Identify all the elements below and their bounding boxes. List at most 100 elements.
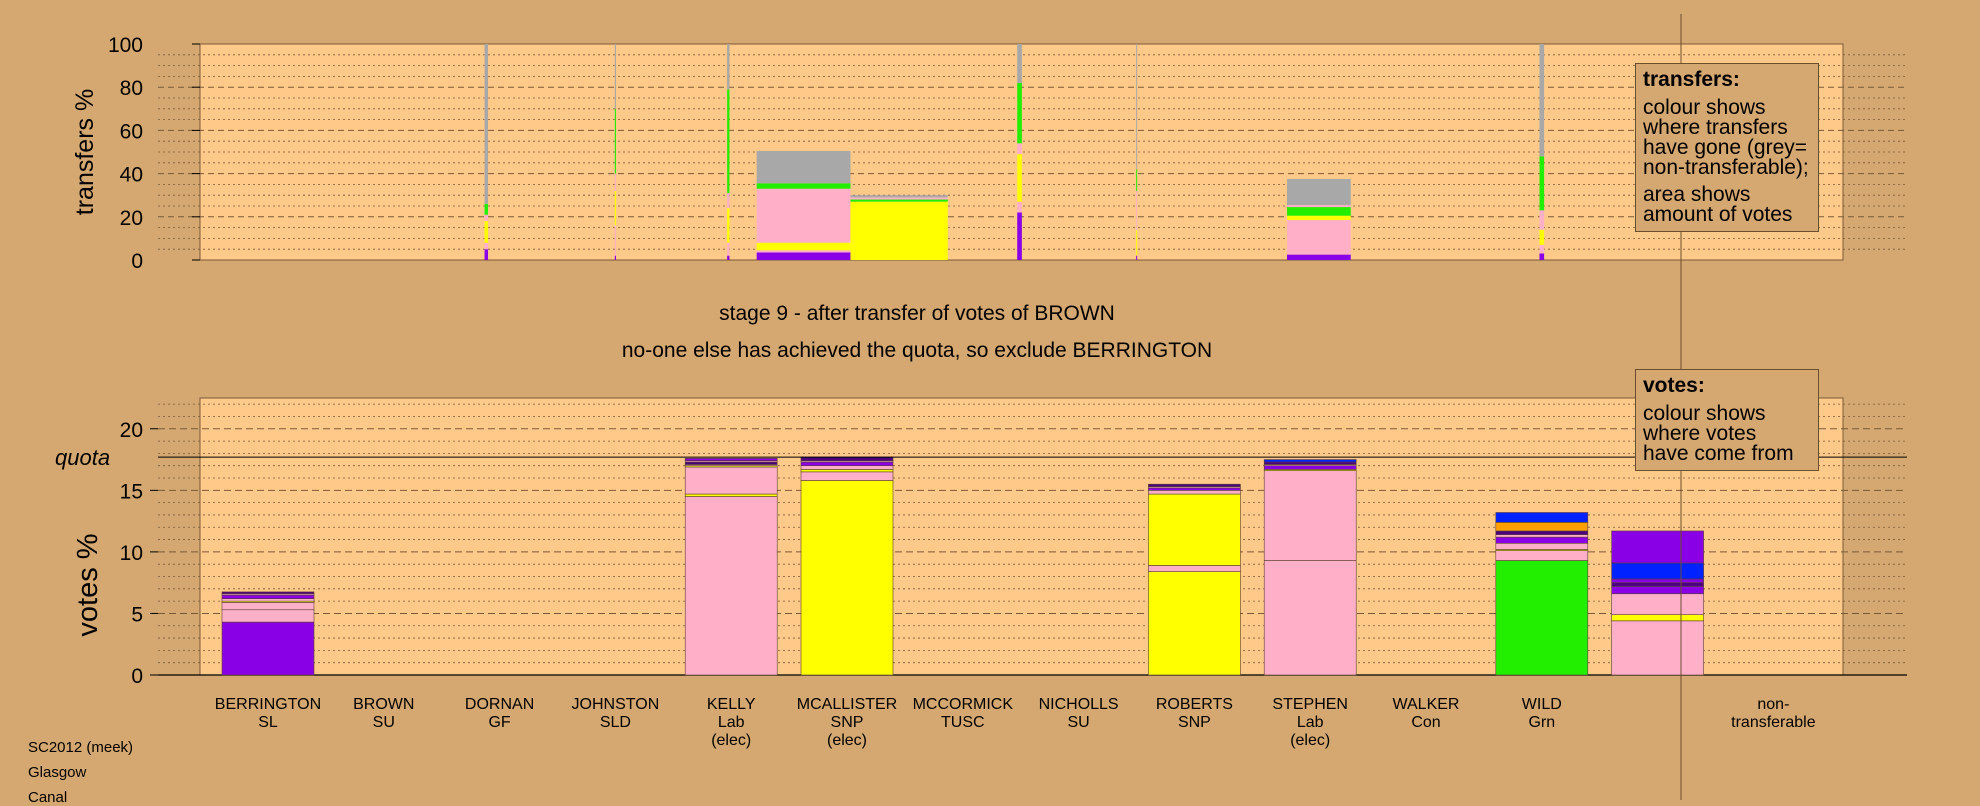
candidate-label: (elec) [1290,732,1330,749]
candidate-label: NICHOLLS [1039,696,1119,713]
vote-bar-segment [1148,487,1241,491]
transfer-bar-segment [850,201,948,260]
candidate-label: WALKER [1393,696,1460,713]
transfer-bar [850,195,948,260]
vote-bar-segment [1148,571,1241,676]
transfer-bar-segment [484,44,489,204]
vote-bar [1495,512,1589,676]
transfer-bar-segment [1136,255,1138,260]
candidate-label: Lab [718,714,745,731]
vote-bar-segment [221,602,315,611]
candidate-label: BERRINGTON [215,696,321,713]
transfer-bar-segment [1136,229,1138,256]
votes-y-tick-label: 20 [120,419,143,442]
transfer-bar-segment [1017,44,1022,83]
transfer-bar-segment [614,173,616,191]
transfer-bar-segment [1539,156,1545,211]
vote-bar [221,591,315,676]
transfer-bar-segment [1539,253,1545,260]
vote-bar-segment [1263,459,1357,463]
candidate-label: TUSC [941,714,985,731]
candidate-label: SLD [600,714,631,731]
transfer-bar-segment [1539,244,1545,254]
transfers-y-tick-label: 40 [120,164,143,187]
candidate-label: KELLY [707,696,756,713]
vote-bar-segment [800,461,894,467]
transfer-bar-segment [727,89,730,194]
vote-bar-segment [1148,493,1241,566]
transfer-bar-segment [614,44,616,109]
transfer-bar-segment [1287,215,1351,221]
vote-bar-segment [1611,582,1704,587]
vote-bar-segment [1495,512,1589,523]
transfers-legend-text: where transfers [1643,116,1788,139]
quota-label: quota [55,445,110,470]
footer-council: Glasgow [28,764,87,781]
candidate-label: SU [373,714,395,731]
transfer-bar [756,150,851,260]
transfer-bar-segment [756,188,851,243]
candidate-label: DORNAN [465,696,534,713]
candidate-label: SNP [1178,714,1211,731]
transfers-y-tick-label: 60 [120,120,143,143]
candidate-label: SU [1067,714,1089,731]
vote-bar-segment [684,496,778,676]
vote-bar-segment [1495,550,1589,561]
candidate-label: JOHNSTON [572,696,660,713]
vote-bar-segment [1263,461,1357,465]
transfer-bar [1017,44,1022,260]
vote-bar-segment [1611,586,1704,595]
votes-legend: votes: colour shows where votes have com… [1635,369,1819,471]
vote-bar-segment [1611,620,1704,676]
vote-bar [684,458,778,676]
vote-bar [1611,530,1704,676]
transfer-bar-segment [1539,210,1545,230]
vote-bar-segment [221,621,315,676]
transfers-y-tick-label: 0 [131,250,143,273]
candidate-labels: BERRINGTONSLBROWNSUDORNANGFJOHNSTONSLDKE… [215,696,1816,749]
transfer-bar-segment [1017,143,1022,155]
vote-bar-segment [1611,530,1704,564]
transfer-bar-segment [727,44,730,90]
transfers-legend-text: have gone (grey= [1643,136,1808,159]
vote-bar-segment [1611,578,1704,583]
transfers-y-tick-label: 100 [108,34,143,57]
vote-bar-segment [1148,490,1241,495]
transfer-bar-segment [756,252,851,260]
transfer-bar-segment [756,150,851,184]
transfer-bar-segment [727,242,730,256]
transfer-bar-segment [850,195,948,198]
transfers-legend: transfers: colour shows where transfers … [1635,63,1819,232]
transfer-bar-segment [1287,207,1351,216]
vote-bar [1148,483,1241,676]
transfer-bar-segment [614,108,616,174]
transfer-bar-segment [756,250,851,253]
candidate-label: MCCORMICK [913,696,1014,713]
candidate-label: non- [1757,696,1789,713]
transfers-legend-text: non-transferable); [1643,156,1809,179]
transfer-bar-segment [484,221,489,243]
vote-bar-segment [1148,565,1241,572]
candidate-label: SL [258,714,278,731]
vote-bar-segment [1611,593,1704,615]
vote-bar-segment [1495,536,1589,544]
transfers-legend-text: colour shows [1643,96,1766,119]
vote-bar-segment [1148,483,1241,487]
transfer-bar [614,44,616,260]
vote-bar-segment [1495,522,1589,532]
candidate-label: Grn [1528,714,1555,731]
transfer-bar-segment [1136,190,1138,230]
votes-legend-text: where votes [1643,422,1757,445]
transfers-y-tick-label: 80 [120,77,143,100]
transfer-bar-segment [614,225,616,256]
candidate-label: BROWN [353,696,414,713]
vote-bar [800,456,894,676]
votes-y-axis-label: votes % [72,533,104,636]
transfers-legend-text: amount of votes [1643,203,1793,226]
transfer-bar-segment [1017,154,1022,202]
vote-bar-segment [1263,560,1357,676]
candidate-label: SNP [831,714,864,731]
transfers-y-tick-label: 20 [120,207,143,230]
transfers-legend-text: area shows [1643,183,1751,206]
